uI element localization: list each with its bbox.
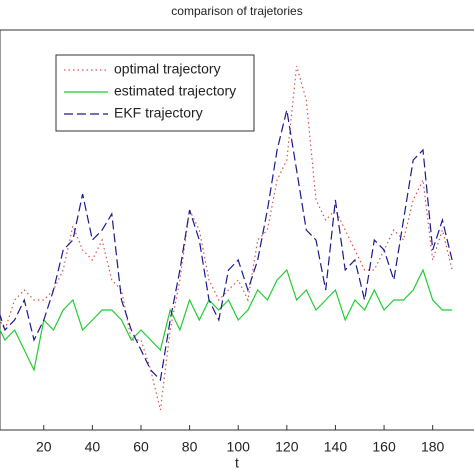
x-tick-label: 160 [372,439,396,455]
legend-box [55,54,255,132]
legend-label: optimal trajectory [114,61,221,77]
x-axis-label: t [235,455,239,471]
x-tick-label: 100 [227,439,251,455]
x-tick-label: 20 [36,439,52,455]
series-line [0,268,453,372]
x-tick-label: 60 [133,439,149,455]
legend-label: estimated trajectory [114,83,236,99]
series-line [0,65,453,411]
x-tick-label: 180 [421,439,445,455]
x-tick-label: 120 [275,439,299,455]
series-line [0,109,453,382]
x-tick-label: 80 [182,439,198,455]
legend-label: EKF trajectory [114,105,203,121]
plot-frame [0,29,474,431]
chart-title: comparison of trajetories [171,4,302,18]
x-tick-label: 40 [85,439,101,455]
x-tick-label: 140 [324,439,348,455]
